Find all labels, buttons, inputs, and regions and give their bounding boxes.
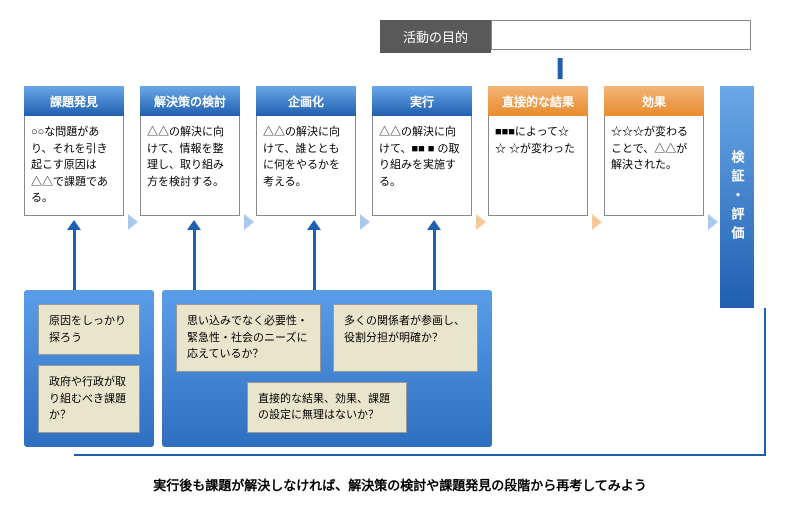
equals-symbol: ||	[556, 54, 560, 80]
arrow-right-icon	[128, 214, 138, 230]
connector-line	[433, 228, 436, 290]
arrow-right-icon	[476, 214, 486, 230]
question-box: 多くの関係者が参画し、役割分担が明確か？	[333, 304, 478, 372]
stage-2: 解決策の検討△△の解決に向けて、情報を整理し、取り組み方を検討する。	[140, 86, 240, 216]
stage-3: 企画化△△の解決に向けて、誰とともに何をやるかを考える。	[256, 86, 356, 216]
feedback-line	[74, 454, 766, 456]
validate-column: 検証・評価	[720, 86, 754, 308]
stage-4: 実行△△の解決に向けて、■■ ■ の取り組みを実施する。	[372, 86, 472, 216]
stage-header: 実行	[372, 86, 472, 116]
arrow-up-icon	[187, 220, 201, 230]
connector-line	[193, 228, 196, 290]
question-box: 思い込みでなく必要性・緊急性・社会のニーズに応えているか？	[176, 304, 321, 372]
purpose-input-box	[491, 20, 751, 50]
question-box: 原因をしっかり探ろう	[38, 304, 140, 355]
stage-5: 直接的な結果■■■によって☆ ☆ ☆が変わった	[488, 86, 588, 216]
arrow-up-icon	[427, 220, 441, 230]
stage-header: 企画化	[256, 86, 356, 116]
stages-row: 課題発見○○な問題があり、それを引き起こす原因は△△で課題である。解決策の検討△…	[24, 86, 754, 308]
arrow-right-icon	[360, 214, 370, 230]
stage-body: ■■■によって☆ ☆ ☆が変わった	[488, 116, 588, 216]
stage-body: ○○な問題があり、それを引き起こす原因は△△で課題である。	[24, 116, 124, 216]
purpose-row: 活動の目的	[380, 20, 751, 53]
stage-body: ☆☆☆が変わることで、△△が解決された。	[604, 116, 704, 216]
arrow-up-icon	[67, 220, 81, 230]
stage-header: 解決策の検討	[140, 86, 240, 116]
purpose-label: 活動の目的	[380, 20, 491, 53]
stage-1: 課題発見○○な問題があり、それを引き起こす原因は△△で課題である。	[24, 86, 124, 216]
stage-header: 課題発見	[24, 86, 124, 116]
arrow-right-icon	[592, 214, 602, 230]
connector-line	[313, 228, 316, 290]
stage-header: 効果	[604, 86, 704, 116]
stage-header: 直接的な結果	[488, 86, 588, 116]
arrow-up-icon	[307, 220, 321, 230]
stage-6: 効果☆☆☆が変わることで、△△が解決された。	[604, 86, 704, 216]
connector-line	[73, 228, 76, 290]
bottom-caption: 実行後も課題が解決しなければ、解決策の検討や課題発見の段階から再考してみよう	[0, 475, 800, 494]
stage-body: △△の解決に向けて、■■ ■ の取り組みを実施する。	[372, 116, 472, 216]
question-box: 直接的な結果、効果、課題の設定に無理はないか？	[247, 382, 407, 433]
stage-body: △△の解決に向けて、誰とともに何をやるかを考える。	[256, 116, 356, 216]
feedback-line	[764, 308, 766, 454]
question-panel-2: 思い込みでなく必要性・緊急性・社会のニーズに応えているか？ 多くの関係者が参画し…	[162, 290, 492, 447]
stage-body: △△の解決に向けて、情報を整理し、取り組み方を検討する。	[140, 116, 240, 216]
arrow-right-icon	[708, 214, 718, 230]
question-box: 政府や行政が取り組むべき課題か？	[38, 365, 140, 433]
arrow-right-icon	[244, 214, 254, 230]
question-panel-1: 原因をしっかり探ろう 政府や行政が取り組むべき課題か？	[24, 290, 154, 447]
